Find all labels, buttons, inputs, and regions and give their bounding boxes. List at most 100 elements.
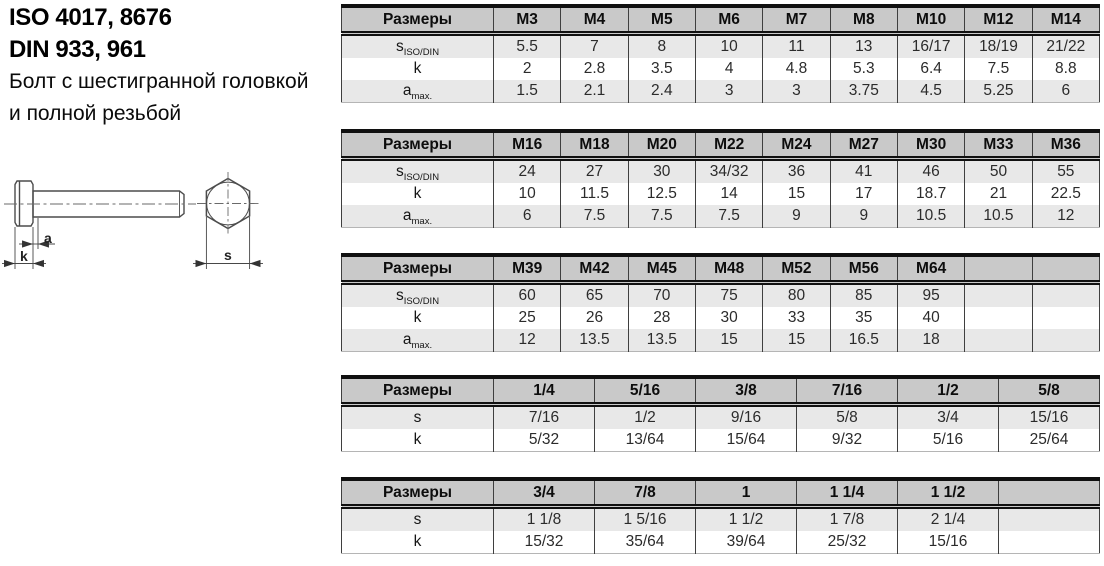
- dim-value-cell: 9/16: [695, 404, 797, 429]
- size-column-header: 5/8: [998, 377, 1100, 407]
- dim-label-s: s: [224, 247, 232, 263]
- size-column-header: M5: [627, 6, 696, 36]
- size-column-header: 1 1/4: [796, 479, 898, 509]
- dimension-table-4: Размеры 1/4 5/16 3/8 7/16 1/2 5/8 s 7/16 1/2 9/16 5…: [341, 375, 1100, 452]
- dim-value-cell: 15/64: [695, 429, 797, 452]
- size-column-header: M33: [964, 131, 1033, 161]
- dim-value-cell: 4: [694, 58, 763, 80]
- dim-value-cell: 6.4: [896, 58, 965, 80]
- dim-value-cell: 1 1/2: [695, 506, 797, 531]
- size-column-header: M48: [694, 255, 763, 285]
- dim-value-cell: 41: [829, 158, 898, 183]
- product-description-line-2: и полной резьбой: [9, 102, 182, 125]
- row-label-s: sISO/DIN: [395, 163, 440, 184]
- dim-value-cell: 15: [762, 329, 831, 352]
- dim-value-cell: 6: [1031, 80, 1100, 103]
- dim-value-cell: 10.5: [964, 205, 1033, 228]
- dim-value-cell: 18/19: [964, 33, 1033, 58]
- dim-value-cell: [1031, 329, 1100, 352]
- dim-value-cell: 9: [762, 205, 831, 228]
- dim-value-cell: 1 7/8: [796, 506, 898, 531]
- dim-value-cell: 2.8: [560, 58, 629, 80]
- row-label-k: k: [413, 309, 422, 326]
- dim-value-cell: 30: [627, 158, 696, 183]
- row-label-k: k: [413, 431, 422, 448]
- dimension-table-1: Размеры M3 M4 M5 M6 M7 M8 M10 M12 M14 sISO/DIN 5.5 7…: [341, 4, 1100, 103]
- dim-value-cell: 13.5: [627, 329, 696, 352]
- dim-value-cell: [998, 531, 1100, 554]
- table-corner-header: Размеры: [341, 377, 494, 407]
- dim-value-cell: 25: [492, 307, 561, 329]
- dim-value-cell: 30: [694, 307, 763, 329]
- dim-value-cell: 15/16: [897, 531, 999, 554]
- dim-label-a: a: [44, 230, 52, 246]
- dim-value-cell: 60: [492, 282, 561, 307]
- dim-value-cell: 16.5: [829, 329, 898, 352]
- dim-value-cell: 36: [762, 158, 831, 183]
- size-column-header: M24: [762, 131, 831, 161]
- title-block: ISO 4017, 8676 DIN 933, 961 Болт с шести…: [9, 2, 308, 130]
- dim-value-cell: 15: [694, 329, 763, 352]
- dim-value-cell: [1031, 282, 1100, 307]
- dim-value-cell: [964, 329, 1033, 352]
- dim-value-cell: 13/64: [594, 429, 696, 452]
- dim-value-cell: 3.75: [829, 80, 898, 103]
- dim-value-cell: 39/64: [695, 531, 797, 554]
- dim-value-cell: 25/64: [998, 429, 1100, 452]
- dim-value-cell: 70: [627, 282, 696, 307]
- dim-value-cell: 95: [896, 282, 965, 307]
- dim-value-cell: 4.8: [762, 58, 831, 80]
- size-column-header: M22: [694, 131, 763, 161]
- dim-value-cell: 2.1: [560, 80, 629, 103]
- dim-value-cell: 35/64: [594, 531, 696, 554]
- dim-value-cell: 22.5: [1031, 183, 1100, 205]
- size-column-header: M36: [1031, 131, 1100, 161]
- table-corner-header: Размеры: [341, 479, 494, 509]
- size-column-header: [964, 255, 1033, 285]
- dim-value-cell: 21/22: [1031, 33, 1100, 58]
- size-column-header: [998, 479, 1100, 509]
- size-column-header: M16: [492, 131, 561, 161]
- dim-value-cell: 5/8: [796, 404, 898, 429]
- dim-value-cell: 50: [964, 158, 1033, 183]
- dim-value-cell: 3: [762, 80, 831, 103]
- row-label-s: sISO/DIN: [395, 38, 440, 59]
- size-column-header: 3/8: [695, 377, 797, 407]
- size-column-header: M30: [896, 131, 965, 161]
- dim-value-cell: 12.5: [627, 183, 696, 205]
- dim-value-cell: 46: [896, 158, 965, 183]
- row-label-a: amax.: [402, 207, 433, 228]
- dimension-table-3: Размеры M39 M42 M45 M48 M52 M56 M64 sISO/DIN 60 65…: [341, 253, 1100, 352]
- size-column-header: M64: [896, 255, 965, 285]
- dim-value-cell: 15/32: [493, 531, 595, 554]
- size-column-header: M10: [896, 6, 965, 36]
- dim-value-cell: 12: [492, 329, 561, 352]
- dim-value-cell: 13.5: [560, 329, 629, 352]
- dim-value-cell: [964, 307, 1033, 329]
- dim-value-cell: 28: [627, 307, 696, 329]
- dim-value-cell: 7.5: [694, 205, 763, 228]
- dim-value-cell: 80: [762, 282, 831, 307]
- dim-value-cell: 18: [896, 329, 965, 352]
- dim-value-cell: [964, 282, 1033, 307]
- size-column-header: M18: [560, 131, 629, 161]
- table-corner-header: Размеры: [341, 131, 494, 161]
- size-column-header: M45: [627, 255, 696, 285]
- dim-value-cell: 15/16: [998, 404, 1100, 429]
- product-description-line-1: Болт с шестигранной головкой: [9, 70, 309, 93]
- size-column-header: 1 1/2: [897, 479, 999, 509]
- dim-value-cell: 17: [829, 183, 898, 205]
- dim-value-cell: 8: [627, 33, 696, 58]
- size-column-header: M52: [762, 255, 831, 285]
- size-column-header: M4: [560, 6, 629, 36]
- dim-value-cell: 7.5: [964, 58, 1033, 80]
- size-column-header: 7/16: [796, 377, 898, 407]
- dimension-table-2: Размеры M16 M18 M20 M22 M24 M27 M30 M33 M36 sISO/D…: [341, 129, 1100, 228]
- dim-value-cell: 3.5: [627, 58, 696, 80]
- dim-value-cell: 21: [964, 183, 1033, 205]
- dim-value-cell: 35: [829, 307, 898, 329]
- bolt-shaft-outline: [32, 190, 185, 218]
- dimension-table-5: Размеры 3/4 7/8 1 1 1/4 1 1/2 s 1 1/8 1 5/16 1 1/…: [341, 477, 1100, 554]
- dim-value-cell: 15: [762, 183, 831, 205]
